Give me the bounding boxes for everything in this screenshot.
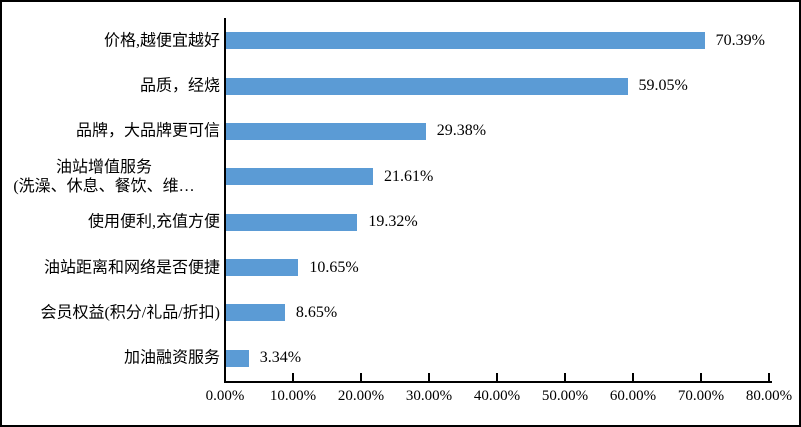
x-tick-label: 50.00% xyxy=(541,388,589,404)
x-tick-label: 0.00% xyxy=(205,388,245,404)
x-tick-label: 40.00% xyxy=(473,388,521,404)
x-tick-mark xyxy=(496,373,498,381)
value-label: 19.32% xyxy=(368,213,418,231)
category-label: 油站距离和网络是否便捷 xyxy=(43,259,220,277)
x-tick-mark xyxy=(360,373,362,381)
bar xyxy=(226,168,373,186)
x-tick-label: 80.00% xyxy=(745,388,793,404)
value-label: 8.65% xyxy=(295,303,338,321)
bar xyxy=(226,213,358,231)
x-tick-mark xyxy=(292,373,294,381)
bar xyxy=(226,259,299,277)
x-tick-mark xyxy=(428,373,430,381)
x-tick-label: 10.00% xyxy=(269,388,317,404)
x-tick-mark xyxy=(564,373,566,381)
value-label: 21.61% xyxy=(383,167,434,185)
category-label: 油站增值服务 (洗澡、休息、餐饮、维… xyxy=(13,158,195,195)
value-label: 29.38% xyxy=(436,122,487,140)
category-label: 会员权益(积分/礼品/折扣) xyxy=(40,304,220,322)
bar xyxy=(226,304,285,322)
category-label: 价格,越便宜越好 xyxy=(103,32,220,50)
x-tick-label: 30.00% xyxy=(405,388,453,404)
bar xyxy=(226,32,705,50)
x-tick-label: 20.00% xyxy=(337,388,385,404)
category-label: 品牌，大品牌更可信 xyxy=(75,122,220,140)
value-label: 10.65% xyxy=(309,258,359,276)
x-tick-mark xyxy=(700,373,702,381)
x-tick-mark xyxy=(768,373,770,381)
bar xyxy=(226,122,426,140)
value-label: 70.39% xyxy=(715,31,765,49)
x-tick-mark xyxy=(632,373,634,381)
x-axis-line xyxy=(224,381,772,383)
y-axis-line xyxy=(224,18,226,383)
x-tick-label: 60.00% xyxy=(609,388,657,404)
value-label: 59.05% xyxy=(638,77,688,95)
bar xyxy=(226,349,249,367)
category-label: 品质，经烧 xyxy=(139,77,220,95)
category-label: 使用便利,充值方便 xyxy=(87,213,220,231)
bar xyxy=(226,77,628,95)
x-tick-label: 70.00% xyxy=(677,388,725,404)
value-label: 3.34% xyxy=(259,349,302,367)
category-label: 加油融资服务 xyxy=(123,349,220,367)
